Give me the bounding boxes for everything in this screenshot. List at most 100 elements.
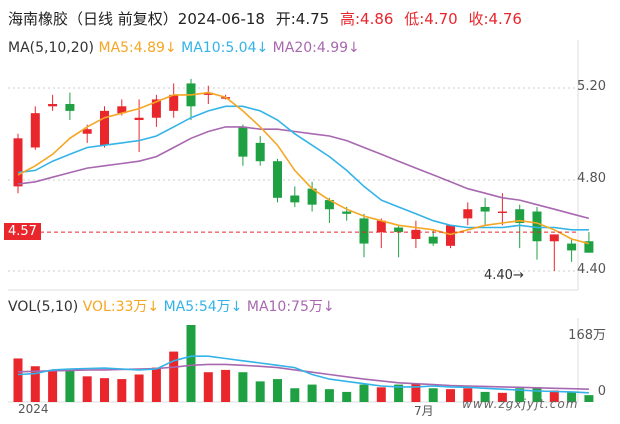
vol-legend-title: VOL(5,10) (8, 299, 79, 315)
vol-ma5-line (17, 355, 589, 394)
close-price: 收:4.76 (468, 10, 522, 28)
volume-bar (238, 372, 248, 402)
candle-body (359, 218, 369, 244)
candle-body (463, 209, 473, 219)
candle-body (342, 211, 352, 214)
candlesticks (13, 78, 594, 271)
ma-lines (17, 91, 590, 245)
volume-bar (342, 391, 352, 402)
ma20-legend: MA20:4.99↓ (272, 40, 360, 56)
volume-bar (567, 391, 577, 402)
candle-body (532, 211, 542, 242)
candle-body (290, 195, 300, 203)
chart-header: 海南橡胶（日线 前复权）2024-06-18 开:4.75 高:4.86 低:4… (8, 8, 522, 29)
candle-body (549, 234, 559, 242)
volume-bar (117, 379, 127, 402)
candle-body (13, 138, 23, 187)
volume-bar (532, 387, 542, 402)
x-tick-2024: 2024 (18, 402, 49, 416)
vol-legend: VOL(5,10) VOL:33万↓ MA5:54万↓ MA10:75万↓ (8, 296, 335, 316)
volume-bar (549, 390, 559, 402)
ma5-legend: MA5:4.89↓ (98, 40, 177, 56)
volume-bar (290, 388, 300, 402)
candle-body (497, 211, 507, 214)
open-price: 开:4.75 (275, 10, 330, 28)
price-tick-4.40: 4.40 (577, 262, 606, 277)
candle-body (428, 236, 438, 244)
volume-bar (584, 395, 594, 402)
candle-body (567, 243, 577, 251)
candle-body (48, 104, 58, 107)
candle-body (82, 129, 92, 134)
volume-bar (428, 388, 438, 402)
candle-body (307, 188, 317, 205)
ma5-line (17, 91, 590, 245)
candle-body (480, 206, 490, 212)
volume-bar (273, 379, 282, 402)
candle-body (376, 220, 386, 233)
ma-legend: MA(5,10,20) MA5:4.89↓ MA10:5.04↓ MA20:4.… (8, 40, 360, 56)
ma10-line (17, 105, 589, 231)
volume-bar (13, 358, 23, 402)
watermark: www.zgxjyjt.com (462, 397, 579, 411)
volume-bar (186, 325, 196, 402)
volume-bar (82, 376, 92, 402)
candle-body (117, 106, 127, 114)
current-price-tag: 4.57 (4, 223, 41, 240)
candle-body (100, 110, 109, 146)
candle-body (411, 229, 421, 239)
candle-body (446, 225, 455, 246)
volume-bar (65, 370, 75, 402)
candle-body (324, 200, 334, 210)
volume-tick-max: 168万 (568, 328, 606, 343)
ma-legend-title: MA(5,10,20) (8, 40, 95, 56)
volume-bar (480, 391, 490, 402)
ma10-legend: MA10:5.04↓ (181, 40, 269, 56)
volume-bar (497, 392, 507, 402)
candle-body (255, 142, 265, 162)
volume-bar (376, 387, 386, 402)
candle-body (151, 99, 161, 118)
volume-bar (307, 384, 317, 402)
volume-bar (30, 366, 40, 402)
volume-bar (463, 388, 473, 402)
vol-value-legend: VOL:33万↓ (82, 299, 160, 315)
volume-bar (359, 384, 369, 402)
volume-tick-zero: 0 (597, 384, 606, 399)
grid-lines (8, 40, 579, 403)
volume-bar (48, 369, 58, 402)
price-tick-4.80: 4.80 (577, 171, 606, 186)
vol-ma10-legend: MA10:75万↓ (246, 299, 335, 315)
candle-body (394, 227, 404, 233)
volume-bar (324, 389, 334, 402)
volume-bar (411, 383, 421, 402)
chart-date: 2024-06-18 (177, 10, 265, 28)
volume-bar (446, 389, 455, 402)
volume-bar (394, 384, 404, 402)
volume-bar (515, 388, 525, 402)
low-price: 低:4.70 (404, 10, 458, 28)
volume-bars (13, 325, 594, 402)
candle-body (584, 241, 594, 253)
candle-body (515, 209, 525, 223)
high-price: 高:4.86 (339, 10, 394, 28)
candle-body (238, 126, 248, 157)
volume-bar (221, 369, 231, 402)
volume-bar (203, 372, 213, 402)
price-tick-5.20: 5.20 (577, 79, 606, 94)
volume-bar (151, 367, 161, 402)
volume-ma-lines (17, 355, 589, 394)
volume-bar (134, 374, 144, 402)
stock-name: 海南橡胶（日线 前复权） (8, 10, 178, 28)
vol-ma5-legend: MA5:54万↓ (163, 299, 243, 315)
volume-bar (169, 351, 179, 402)
candle-body (169, 94, 179, 111)
x-tick-july: 7月 (414, 404, 434, 418)
candle-body (273, 161, 282, 198)
volume-bar (255, 381, 265, 402)
volume-bar (100, 378, 109, 402)
candle-body (65, 104, 75, 111)
candle-body (134, 117, 144, 121)
